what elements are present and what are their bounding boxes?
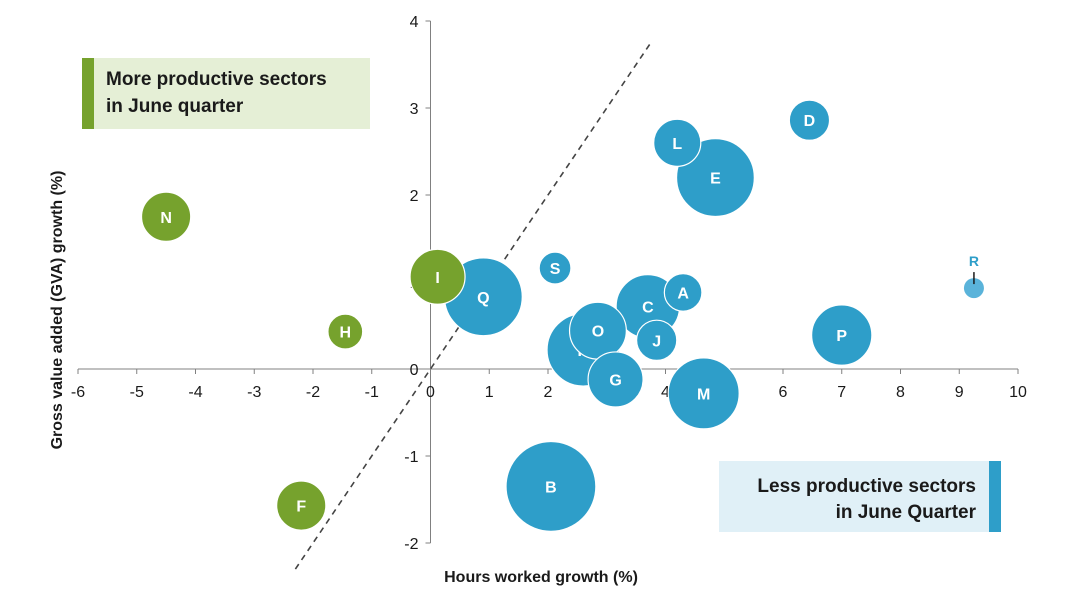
x-tick-label: 6 — [779, 384, 788, 401]
more-productive-callout-accent — [82, 58, 94, 129]
less-productive-callout-accent — [989, 461, 1001, 532]
x-tick-label: 2 — [544, 384, 553, 401]
x-tick-label: -6 — [71, 384, 85, 401]
y-tick-label: 4 — [410, 14, 419, 31]
bubble-r — [963, 278, 984, 299]
bubble-m-label: M — [697, 386, 710, 403]
bubble-l — [653, 118, 702, 167]
x-tick-label: 7 — [837, 384, 846, 401]
bubble-d — [788, 99, 831, 141]
x-tick-label: 4 — [661, 384, 670, 401]
bubble-f — [276, 480, 327, 531]
x-axis-title: Hours worked growth (%) — [444, 569, 638, 586]
y-tick-label: 0 — [410, 362, 419, 379]
y-tick-label: 2 — [410, 188, 419, 205]
less-productive-callout: Less productive sectors in June Quarter — [719, 461, 1001, 532]
y-tick-label: 3 — [410, 101, 419, 118]
bubble-l-label: L — [672, 136, 682, 153]
bubble-n-label: N — [160, 210, 172, 227]
bubble-p — [811, 304, 873, 366]
reference-line-group — [294, 42, 652, 570]
bubble-o-label: O — [592, 324, 604, 341]
reference-line — [294, 42, 652, 570]
more-productive-callout: More productive sectors in June quarter — [82, 58, 370, 129]
bubble-q-label: Q — [477, 290, 489, 307]
less-productive-callout-line1: Less productive sectors — [757, 476, 976, 497]
bubble-p-label: P — [836, 328, 847, 345]
bubble-s-label: S — [550, 261, 561, 278]
bubble-a-label: A — [677, 285, 689, 302]
more-productive-callout-box — [82, 58, 370, 129]
bubble-b — [505, 440, 597, 532]
bubble-i-label: I — [435, 270, 439, 287]
bubble-a — [663, 273, 703, 312]
bubble-m — [667, 357, 740, 430]
x-tick-label: 9 — [955, 384, 964, 401]
bubble-d-label: D — [804, 113, 816, 130]
more-productive-callout-line1: More productive sectors — [106, 69, 327, 90]
axes: -6-5-4-3-2-1012345678910-2-101234 — [71, 14, 1027, 553]
bubble-r-label: R — [969, 253, 979, 269]
x-tick-label: -5 — [130, 384, 144, 401]
bubble-h-label: H — [340, 325, 352, 342]
x-tick-label: 0 — [426, 384, 435, 401]
bubble-c-label: C — [642, 299, 654, 316]
bubble-g-label: G — [609, 372, 621, 389]
more-productive-callout-line2: in June quarter — [106, 96, 244, 117]
x-tick-label: 8 — [896, 384, 905, 401]
bubble-i — [409, 248, 466, 305]
bubble-e — [675, 138, 755, 218]
bubble-e-label: E — [710, 171, 721, 188]
x-tick-label: -4 — [188, 384, 202, 401]
x-tick-label: -2 — [306, 384, 320, 401]
x-tick-label: -1 — [365, 384, 379, 401]
bubble-b-label: B — [545, 479, 557, 496]
y-axis-title: Gross value added (GVA) growth (%) — [49, 171, 66, 450]
bubble-j-label: J — [652, 333, 661, 350]
less-productive-callout-box — [719, 461, 1001, 532]
x-tick-label: -3 — [247, 384, 261, 401]
x-tick-label: 10 — [1009, 384, 1027, 401]
y-tick-label: -1 — [404, 449, 418, 466]
bubble-j — [636, 319, 678, 361]
bubble-f-label: F — [296, 499, 306, 516]
bubble-h — [327, 313, 364, 350]
less-productive-callout-line2: in June Quarter — [836, 502, 977, 523]
bubble-n — [140, 191, 192, 242]
x-tick-label: 1 — [485, 384, 494, 401]
bubble-s — [538, 251, 572, 285]
bubble-g — [587, 351, 644, 408]
y-tick-label: -2 — [404, 536, 418, 553]
bubbles: BQEKMCPOIGNFLJDAHSR — [140, 99, 984, 532]
